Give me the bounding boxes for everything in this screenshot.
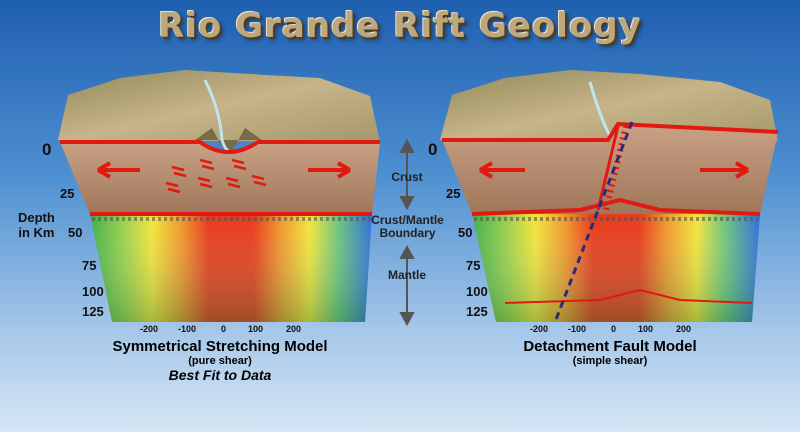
right-block [440,70,779,323]
right-boundary-line [471,197,761,216]
right-mantle-shade [472,214,760,322]
left-x-tick: 100 [248,324,264,334]
crust-up-arrow-icon [399,138,415,153]
right-model-subtitle: (simple shear) [572,355,648,367]
mantle-label: Mantle [387,268,426,282]
left-surface-line [60,140,380,154]
right-depth-tick-0: 0 [428,140,438,159]
crust-down-arrow-icon [399,196,415,211]
left-depth-tick-0: 0 [42,140,52,159]
right-x-tick: 100 [638,324,654,334]
left-rift-valley [195,128,262,158]
left-x-tick: 200 [286,324,302,334]
left-depth-tick-100: 100 [82,284,104,299]
left-model-title: Symmetrical Stretching Model [112,338,328,355]
left-depth-tick-75: 75 [82,258,97,273]
right-x-tick: -200 [530,324,549,334]
left-depth-tick-25: 25 [60,186,75,201]
right-depth-tick-50: 50 [458,225,473,240]
left-x-tick: -100 [178,324,197,334]
left-x-tick: -200 [140,324,159,334]
left-block [58,70,380,322]
middle-arrows [399,138,415,327]
mantle-up-arrow-icon [399,244,415,259]
right-arrow-right-icon [700,161,750,179]
right-depth-tick-25: 25 [446,186,461,201]
left-arrow-left-icon [96,161,140,179]
right-model-title: Detachment Fault Model [523,338,697,355]
right-fault-line [596,125,620,211]
left-arrow-right-icon [308,161,352,179]
left-x-tick: 0 [221,324,227,334]
right-fault-hatch [603,125,629,211]
left-crust [60,142,380,214]
left-model-note: Best Fit to Data [168,367,272,383]
right-topography [440,70,778,142]
left-depth-tick-125: 125 [82,304,104,319]
right-arrow-left-icon [478,161,525,179]
left-mantle-shade [90,214,372,322]
right-x-tick: 0 [611,324,617,334]
crust-mantle-boundary-label: Crust/Mantle Boundary [371,213,444,240]
page-title: Rio Grande Rift Geology [158,6,642,46]
right-surface-line [442,121,779,142]
right-crust [442,124,778,214]
right-depth-tick-100: 100 [466,284,488,299]
right-depth-tick-75: 75 [466,258,481,273]
right-depth-tick-125: 125 [466,304,488,319]
left-caption: Symmetrical Stretching Model (pure shear… [60,338,380,383]
mantle-down-arrow-icon [399,312,415,327]
left-shear-marks [165,158,267,194]
left-model-subtitle: (pure shear) [188,355,252,367]
depth-label: Depth in Km [18,210,55,240]
left-topography [58,70,380,142]
crust-label: Crust [391,170,423,184]
right-caption: Detachment Fault Model (simple shear) [460,338,760,367]
left-depth-tick-50: 50 [68,225,83,240]
right-deep-line [504,288,753,304]
right-x-tick: -100 [568,324,587,334]
right-x-tick: 200 [676,324,692,334]
